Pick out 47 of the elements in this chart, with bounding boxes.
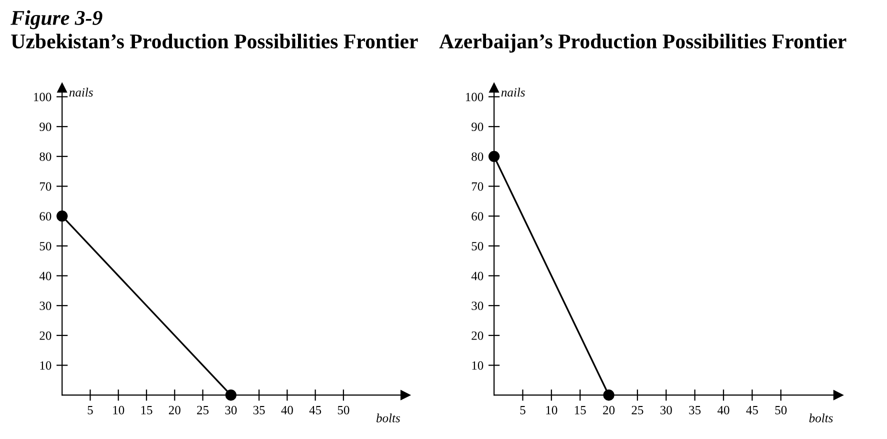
x-tick-label: 20 <box>603 406 615 414</box>
x-tick-label: 30 <box>225 406 237 414</box>
x-tick-label: 10 <box>546 406 558 414</box>
x-tick-label: 15 <box>141 406 152 414</box>
y-tick-label: 90 <box>40 122 52 132</box>
x-tick-label: 45 <box>309 406 322 414</box>
x-tick-label: 15 <box>574 406 586 414</box>
x-tick-label: 40 <box>281 406 293 414</box>
x-axis-title: bolts <box>376 414 400 422</box>
y-tick-label: 40 <box>471 272 484 280</box>
caption: Figure 3-9 <box>10 10 102 30</box>
y-tick-label: 10 <box>40 361 52 370</box>
x-tick-label: 50 <box>338 406 350 414</box>
x-tick-label: 35 <box>253 406 265 414</box>
x-tick-label: 45 <box>746 406 758 414</box>
x-tick-label: 10 <box>113 406 124 414</box>
y-tick-label: 10 <box>472 361 484 370</box>
y-tick-label: 100 <box>466 92 484 102</box>
y-tick-label: 20 <box>40 331 52 340</box>
y-tick-label: 30 <box>40 302 52 310</box>
x-tick-label: 35 <box>689 406 701 414</box>
x-tick-label: 20 <box>168 406 180 414</box>
x-tick-label: 30 <box>660 406 672 414</box>
x-tick-label: 5 <box>520 406 526 414</box>
y-tick-label: 60 <box>40 212 52 221</box>
y-tick-label: 80 <box>40 152 52 161</box>
y-tick-label: 50 <box>472 242 484 250</box>
y-tick-label: 100 <box>34 92 52 102</box>
chart-title: Uzbekistan’s Production Possibilities Frontier <box>11 34 418 48</box>
y-tick-label: 80 <box>472 152 484 161</box>
y-tick-label: 50 <box>40 242 52 250</box>
x-tick-label: 40 <box>717 406 730 414</box>
x-tick-label: 25 <box>632 406 644 414</box>
y-axis-title: nails <box>69 88 93 97</box>
y-axis-title: nails <box>501 88 525 97</box>
y-tick-label: 70 <box>472 182 484 191</box>
y-tick-label: 40 <box>39 272 52 280</box>
chart-title: Azerbaijan’s Production Possibilities Frontier <box>439 34 846 53</box>
y-tick-label: 60 <box>472 212 484 221</box>
y-tick-label: 70 <box>40 182 52 191</box>
x-tick-label: 50 <box>775 406 787 414</box>
y-tick-label: 90 <box>472 122 484 132</box>
x-tick-label: 5 <box>88 406 93 414</box>
x-tick-label: 25 <box>197 406 209 414</box>
y-tick-label: 30 <box>472 302 484 310</box>
y-tick-label: 20 <box>472 331 484 340</box>
x-axis-title: bolts <box>809 414 833 422</box>
